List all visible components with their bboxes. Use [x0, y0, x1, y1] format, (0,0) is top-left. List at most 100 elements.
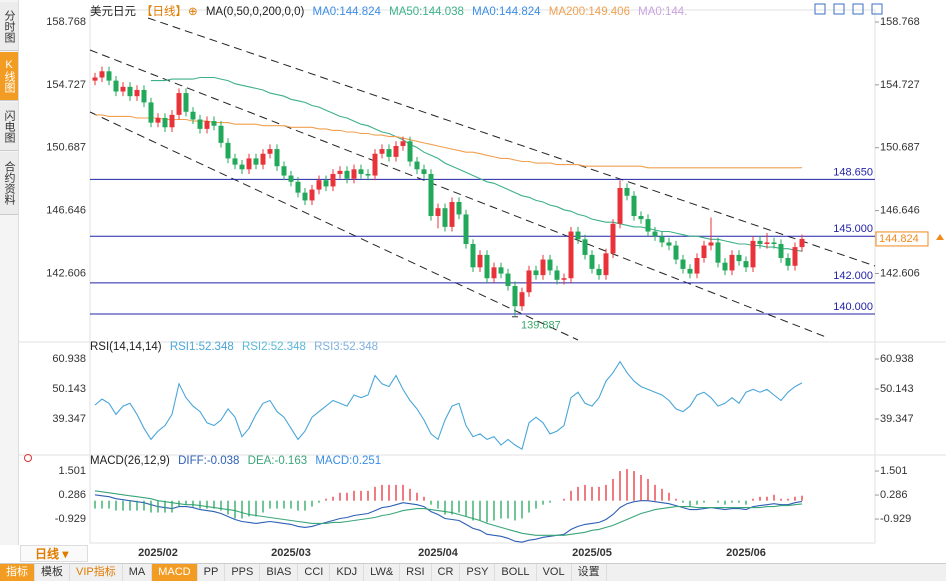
candle-body — [246, 158, 252, 170]
toolbar-tab[interactable]: PP — [198, 564, 226, 581]
y-tick-label-left: 0.286 — [58, 489, 86, 501]
candle-body — [736, 254, 742, 262]
trend-line — [147, 17, 876, 267]
candle-body — [568, 231, 574, 279]
legend-entry: MA0:144.824 — [312, 6, 381, 18]
period-selector[interactable]: 日线 ▾ — [20, 545, 88, 562]
legend-entry: RSI3:52.348 — [314, 341, 379, 353]
price-tag-label: 144.824 — [879, 233, 919, 245]
y-tick-label-right: 1.501 — [880, 465, 908, 477]
candle-body — [330, 173, 336, 187]
toolbar-tab[interactable]: 设置 — [572, 564, 607, 581]
candle-body — [428, 173, 434, 216]
toolbar-tab[interactable]: BIAS — [260, 564, 299, 581]
plot-frame — [89, 9, 876, 544]
legend-entry: MA200:149.406 — [548, 6, 630, 18]
candle-body — [631, 195, 637, 216]
candle-body — [694, 258, 700, 274]
y-tick-label-right: 0.286 — [880, 489, 908, 501]
candle-body — [617, 187, 623, 224]
toolbar-tab[interactable]: VIP指标 — [70, 564, 123, 581]
toolbar-tab[interactable]: MACD — [152, 564, 198, 581]
candle-body — [708, 242, 714, 246]
candle-body — [554, 270, 560, 280]
macd-line — [94, 494, 803, 543]
candle-body — [519, 292, 525, 307]
candle-body — [253, 158, 259, 165]
candle-body — [127, 86, 133, 97]
sidebar-tab[interactable]: 分时图 — [0, 2, 18, 51]
candle-body — [288, 175, 294, 182]
y-tick-label-left: 39.347 — [52, 413, 86, 425]
candle-body — [589, 254, 595, 269]
candle-body — [267, 149, 273, 154]
period-label: 日线 — [35, 547, 60, 561]
legend-entry: MA0:144.824 — [472, 6, 541, 18]
candle-body — [281, 166, 287, 176]
legend-entry: MACD:0.251 — [315, 455, 382, 467]
icon[interactable] — [852, 3, 864, 15]
candle-body — [575, 231, 581, 240]
candle-body — [533, 270, 539, 276]
toolbar-tab[interactable]: KDJ — [330, 564, 365, 581]
candle-body — [449, 201, 455, 227]
sidebar-tab[interactable]: 闪电图 — [0, 102, 18, 151]
toolbar-tab[interactable]: BOLL — [495, 564, 537, 581]
icon[interactable] — [871, 3, 883, 15]
legend-indicator: MA(0,50,0,200,0,0) — [205, 6, 305, 18]
y-tick-label-right: 142.606 — [880, 267, 920, 279]
candle-body — [757, 240, 763, 244]
candle-body — [358, 169, 364, 174]
candle-body — [176, 93, 182, 115]
y-tick-label-left: 60.938 — [52, 353, 86, 365]
x-tick-label: 2025/05 — [572, 547, 612, 559]
y-tick-label-left: 158.768 — [46, 16, 86, 28]
legend-entry: MA0:144. — [638, 6, 688, 18]
candle-body — [190, 111, 196, 120]
candle-body — [295, 181, 301, 193]
candle-body — [106, 71, 112, 81]
toolbar-tab[interactable]: VOL — [537, 564, 572, 581]
candle-body — [491, 267, 497, 279]
toolbar-tab[interactable]: LW& — [364, 564, 401, 581]
candle-body — [337, 170, 343, 174]
icon[interactable] — [814, 3, 826, 15]
candle-body — [624, 187, 630, 196]
toolbar-tab[interactable]: 模板 — [35, 564, 70, 581]
legend-entry: RSI2:52.348 — [241, 341, 306, 353]
candle-body — [92, 77, 98, 81]
y-tick-label-right: 158.768 — [880, 16, 920, 28]
toolbar-tab[interactable]: PPS — [225, 564, 261, 581]
candle-body — [204, 121, 210, 129]
y-tick-label-right: 146.646 — [880, 205, 920, 217]
sidebar-tab[interactable]: 合约资料 — [0, 152, 18, 215]
y-tick-label-left: -0.929 — [55, 513, 86, 525]
level-label: 148.650 — [833, 166, 873, 178]
rsi-legend: RSI(14,14,14) RSI1:52.348 RSI2:52.348 RS… — [90, 341, 383, 353]
candle-body — [148, 102, 154, 123]
toolbar-tab[interactable]: CR — [432, 564, 461, 581]
candle-body — [540, 259, 546, 276]
toolbar-tab[interactable]: CCI — [298, 564, 331, 581]
candle-body — [659, 236, 665, 243]
candle-body — [687, 268, 693, 274]
candle-body — [456, 201, 462, 215]
candle-body — [547, 259, 553, 271]
settings-icon[interactable]: ⊕ — [188, 6, 198, 18]
legend-indicator: RSI(14,14,14) — [90, 341, 162, 353]
toolbar-tab[interactable]: 指标 — [0, 564, 35, 581]
candle-body — [442, 208, 448, 227]
candle-body — [120, 86, 126, 92]
candle-body — [372, 153, 378, 176]
x-tick-label: 2025/06 — [726, 547, 766, 559]
y-tick-label-right: -0.929 — [880, 513, 911, 525]
candle-body — [302, 192, 308, 201]
toolbar-tab[interactable]: RSI — [400, 564, 432, 581]
toolbar-tab[interactable]: MA — [123, 564, 153, 581]
candle-body — [421, 169, 427, 174]
candle-body — [498, 267, 504, 274]
toolbar-tab[interactable]: PSY — [460, 564, 496, 581]
icon[interactable] — [833, 3, 845, 15]
sidebar-tab[interactable]: K线图 — [0, 52, 18, 101]
